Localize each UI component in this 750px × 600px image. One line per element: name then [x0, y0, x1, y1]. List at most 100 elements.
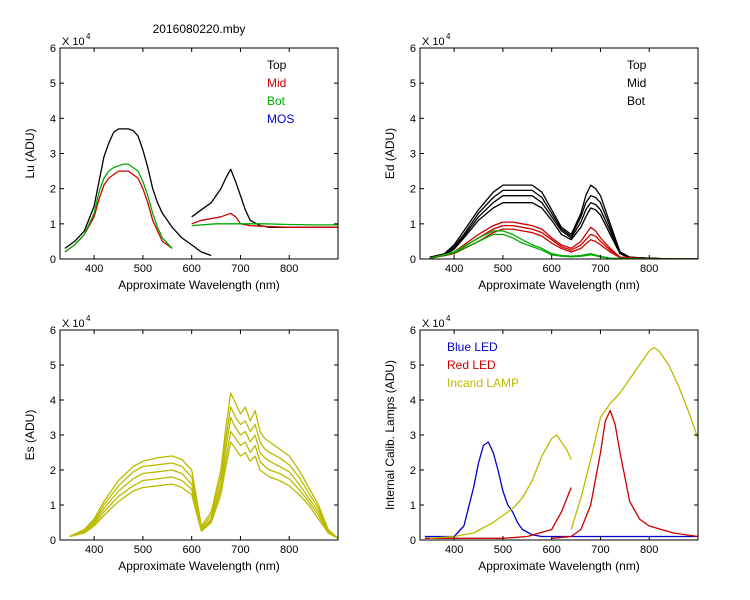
- y-tick-label: 1: [50, 219, 56, 231]
- series-line: [69, 416, 338, 539]
- x-tick-label: 400: [85, 544, 103, 556]
- x-tick-label: 800: [280, 263, 298, 275]
- x-tick-label: 800: [640, 263, 658, 275]
- y-axis-label: Lu (ADU): [23, 128, 37, 178]
- y-tick-label: 3: [410, 430, 416, 442]
- y-tick-label: 6: [410, 43, 416, 55]
- y-multiplier: X 10: [422, 36, 445, 48]
- x-axis-label: Approximate Wavelength (nm): [478, 559, 640, 573]
- series-line: [429, 233, 698, 259]
- x-tick-label: 600: [183, 263, 201, 275]
- series-line: [69, 441, 338, 539]
- y-tick-label: 5: [50, 360, 56, 372]
- y-tick-label: 1: [410, 500, 416, 512]
- x-tick-label: 600: [543, 263, 561, 275]
- figure-title: 2016080220.mby: [153, 22, 246, 36]
- series-line: [570, 346, 698, 530]
- series-line: [64, 170, 173, 253]
- legend-entry: Mid: [627, 76, 646, 90]
- y-tick-label: 6: [410, 325, 416, 337]
- y-exponent: 4: [86, 314, 91, 323]
- y-axis-label: Ed (ADU): [383, 128, 397, 179]
- series-line: [191, 212, 338, 228]
- x-tick-label: 600: [543, 544, 561, 556]
- y-tick-label: 2: [410, 465, 416, 477]
- y-tick-label: 4: [410, 113, 416, 125]
- x-tick-label: 700: [591, 263, 609, 275]
- series-line: [64, 163, 173, 253]
- plot-area: [69, 392, 338, 539]
- y-tick-label: 6: [50, 43, 56, 55]
- series-line: [64, 128, 212, 257]
- series-line: [69, 430, 338, 539]
- plot-area: [64, 128, 338, 257]
- y-tick-label: 2: [50, 184, 56, 196]
- y-tick-label: 5: [50, 78, 56, 90]
- y-multiplier: X 10: [422, 318, 445, 330]
- x-tick-label: 500: [134, 263, 152, 275]
- plot-area: [424, 346, 698, 539]
- y-tick-label: 4: [50, 395, 56, 407]
- y-tick-label: 0: [50, 535, 56, 547]
- y-tick-label: 4: [410, 395, 416, 407]
- y-tick-label: 5: [410, 78, 416, 90]
- x-tick-label: 500: [494, 263, 512, 275]
- y-tick-label: 5: [410, 360, 416, 372]
- series-line: [424, 487, 572, 539]
- series-line: [551, 409, 698, 539]
- plot-area: [429, 184, 698, 259]
- x-tick-label: 800: [280, 544, 298, 556]
- series-line: [69, 392, 338, 539]
- series-line: [429, 189, 698, 259]
- y-tick-label: 0: [50, 254, 56, 266]
- y-tick-label: 3: [410, 149, 416, 161]
- y-multiplier: X 10: [62, 36, 85, 48]
- x-tick-label: 400: [445, 544, 463, 556]
- y-tick-label: 1: [410, 219, 416, 231]
- x-axis-label: Approximate Wavelength (nm): [118, 278, 280, 292]
- x-tick-label: 700: [231, 544, 249, 556]
- x-axis-label: Approximate Wavelength (nm): [118, 559, 280, 573]
- x-axis-label: Approximate Wavelength (nm): [478, 278, 640, 292]
- series-line: [424, 441, 698, 538]
- x-tick-label: 400: [85, 263, 103, 275]
- y-axis-label: Internal Calib. Lamps (ADU): [383, 360, 397, 510]
- y-tick-label: 4: [50, 113, 56, 125]
- series-line: [429, 221, 698, 259]
- series-line: [429, 228, 698, 259]
- legend-entry: Blue LED: [447, 340, 498, 354]
- y-tick-label: 2: [410, 184, 416, 196]
- y-axis-label: Es (ADU): [23, 410, 37, 461]
- y-exponent: 4: [86, 32, 91, 41]
- legend-entry: Incand LAMP: [447, 376, 519, 390]
- series-line: [429, 434, 572, 539]
- y-tick-label: 2: [50, 465, 56, 477]
- y-tick-label: 0: [410, 535, 416, 547]
- y-exponent: 4: [446, 314, 451, 323]
- legend-entry: Top: [627, 58, 647, 72]
- x-tick-label: 800: [640, 544, 658, 556]
- y-tick-label: 0: [410, 254, 416, 266]
- x-tick-label: 500: [134, 544, 152, 556]
- legend-entry: Top: [267, 58, 287, 72]
- series-line: [191, 223, 338, 227]
- series-line: [429, 224, 698, 259]
- legend-entry: MOS: [267, 112, 294, 126]
- legend-entry: Bot: [627, 94, 646, 108]
- x-tick-label: 400: [445, 263, 463, 275]
- x-tick-label: 600: [183, 544, 201, 556]
- x-tick-label: 700: [591, 544, 609, 556]
- y-tick-label: 1: [50, 500, 56, 512]
- y-tick-label: 3: [50, 149, 56, 161]
- legend-entry: Mid: [267, 76, 286, 90]
- legend-entry: Bot: [267, 94, 286, 108]
- y-tick-label: 3: [50, 430, 56, 442]
- y-multiplier: X 10: [62, 318, 85, 330]
- series-line: [69, 406, 338, 539]
- y-tick-label: 6: [50, 325, 56, 337]
